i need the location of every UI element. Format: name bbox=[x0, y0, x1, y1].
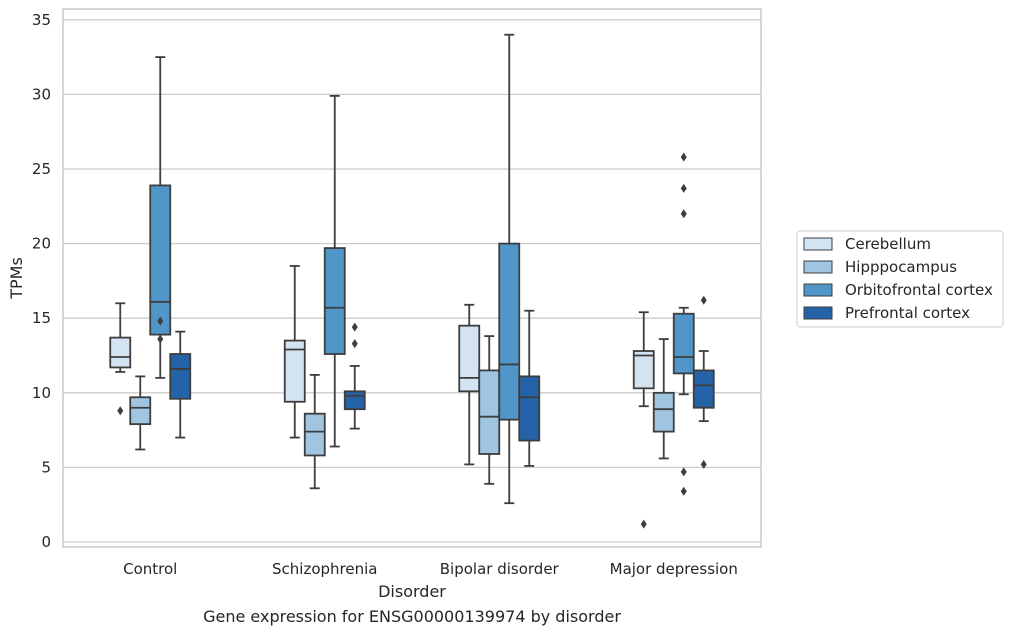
box-body bbox=[458, 324, 481, 393]
outlier-1 bbox=[157, 334, 164, 344]
x-tick-label-0: Control bbox=[123, 560, 177, 578]
box-body bbox=[478, 369, 501, 455]
outlier-0 bbox=[680, 152, 687, 162]
box-2-2 bbox=[498, 33, 521, 505]
y-tick-label-0: 0 bbox=[41, 533, 51, 551]
box-0-2 bbox=[458, 303, 481, 466]
box-body bbox=[109, 336, 132, 369]
legend-swatch-0 bbox=[803, 237, 833, 251]
box-body bbox=[672, 312, 695, 375]
box-1-3 bbox=[652, 338, 675, 460]
chart-title: Gene expression for ENSG00000139974 by d… bbox=[203, 607, 621, 626]
outlier-1 bbox=[680, 183, 687, 193]
legend-label-3: Prefrontal cortex bbox=[845, 304, 970, 322]
outlier-1 bbox=[700, 459, 707, 469]
box-1-1 bbox=[303, 373, 326, 490]
box-3-0 bbox=[169, 330, 192, 439]
box-body bbox=[498, 242, 521, 421]
box-body bbox=[169, 353, 192, 400]
outlier-3 bbox=[680, 467, 687, 477]
outlier-0 bbox=[700, 295, 707, 305]
outlier-0 bbox=[117, 406, 124, 416]
y-tick-labels: 0 5 10 15 20 25 30 35 bbox=[32, 11, 51, 551]
box-3-2 bbox=[518, 309, 541, 467]
box-1-0 bbox=[129, 375, 152, 451]
box-body bbox=[652, 391, 675, 433]
y-tick-label-15: 15 bbox=[32, 309, 51, 327]
box-0-0 bbox=[109, 302, 132, 416]
plot-frame bbox=[62, 8, 762, 548]
box-0-3 bbox=[632, 311, 655, 529]
legend-frame bbox=[796, 230, 1004, 328]
legend-swatch-1 bbox=[803, 260, 833, 274]
legend-swatch-3 bbox=[803, 306, 833, 320]
box-2-1 bbox=[323, 94, 346, 448]
box-body bbox=[303, 412, 326, 457]
x-axis-label: Disorder bbox=[378, 582, 446, 601]
box-body bbox=[149, 184, 172, 336]
box-body bbox=[129, 396, 152, 426]
legend: Cerebellum Hipppocampus Orbitofrontal cort… bbox=[796, 230, 1004, 328]
y-tick-label-30: 30 bbox=[32, 85, 51, 103]
box-2-3 bbox=[672, 152, 695, 496]
box-2-0 bbox=[149, 56, 172, 379]
outlier-2 bbox=[680, 209, 687, 219]
y-tick-label-5: 5 bbox=[41, 458, 51, 476]
box-body bbox=[692, 369, 715, 409]
legend-label-2: Orbitofrontal cortex bbox=[845, 281, 993, 299]
x-tick-labels: Control Schizophrenia Bipolar disorder Majo… bbox=[123, 560, 738, 578]
box-3-1 bbox=[343, 322, 366, 430]
boxes bbox=[109, 33, 715, 529]
y-tick-label-25: 25 bbox=[32, 160, 51, 178]
box-body bbox=[323, 247, 346, 355]
box-3-3 bbox=[692, 295, 715, 469]
x-tick-label-2: Bipolar disorder bbox=[440, 560, 560, 578]
outlier-0 bbox=[640, 519, 647, 529]
outlier-4 bbox=[680, 486, 687, 496]
y-tick-label-35: 35 bbox=[32, 11, 51, 29]
legend-swatch-2 bbox=[803, 283, 833, 297]
legend-label-0: Cerebellum bbox=[845, 235, 931, 253]
box-body bbox=[283, 339, 306, 403]
x-tick-label-1: Schizophrenia bbox=[272, 560, 377, 578]
y-tick-label-10: 10 bbox=[32, 384, 51, 402]
box-body bbox=[343, 390, 366, 411]
outlier-0 bbox=[351, 322, 358, 332]
y-axis-label: TPMs bbox=[7, 257, 26, 300]
outlier-0 bbox=[157, 316, 164, 326]
legend-label-1: Hipppocampus bbox=[845, 258, 957, 276]
outlier-1 bbox=[351, 339, 358, 349]
y-tick-label-20: 20 bbox=[32, 235, 51, 253]
box-0-1 bbox=[283, 265, 306, 439]
x-tick-label-3: Major depression bbox=[610, 560, 738, 578]
box-1-2 bbox=[478, 335, 501, 485]
box-body bbox=[632, 350, 655, 390]
box-body bbox=[518, 375, 541, 442]
